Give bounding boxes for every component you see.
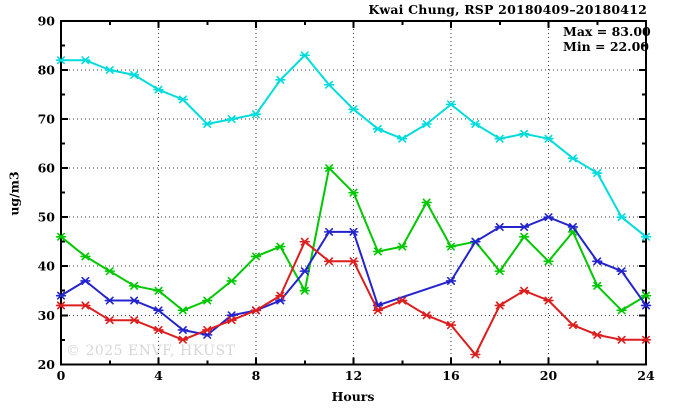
x-tick-label: 24 <box>637 368 655 383</box>
x-tick-label: 0 <box>57 368 66 383</box>
y-tick-label: 40 <box>38 259 56 274</box>
tick-labels: 0 4 8 12 16 20 24 20 30 40 50 60 70 80 90 <box>38 14 655 383</box>
series-red-markers <box>55 237 652 359</box>
series-red <box>55 237 652 359</box>
y-tick-label: 80 <box>38 63 56 78</box>
y-tick-label: 50 <box>38 210 56 225</box>
series-cyan-markers <box>55 51 652 241</box>
series-blue <box>55 213 652 339</box>
x-axis-title: Hours <box>331 389 375 404</box>
x-tick-label: 4 <box>154 368 163 383</box>
chart-title: Kwai Chung, RSP 20180409–20180412 <box>368 2 647 17</box>
y-tick-label: 20 <box>38 357 56 372</box>
grid-lines <box>61 21 646 365</box>
plot-frame <box>60 20 647 366</box>
x-tick-label: 8 <box>252 368 261 383</box>
series-green <box>55 164 652 315</box>
series-blue-markers <box>55 213 652 339</box>
x-tick-label: 20 <box>540 368 558 383</box>
x-tick-label: 16 <box>442 368 460 383</box>
series-cyan <box>55 51 652 241</box>
series-green-markers <box>55 164 652 315</box>
x-tick-label: 12 <box>345 368 362 383</box>
y-tick-label: 70 <box>38 112 56 127</box>
watermark: © 2025 ENVF, HKUST <box>66 343 236 359</box>
y-tick-label: 30 <box>38 308 56 323</box>
y-tick-label: 60 <box>38 161 56 176</box>
max-value-label: Max = 83.00 <box>563 24 651 39</box>
max-min-annotation: Max = 83.00 Min = 22.00 <box>563 24 651 54</box>
y-axis-title: ug/m3 <box>6 171 22 216</box>
min-value-label: Min = 22.00 <box>563 38 649 54</box>
y-tick-label: 90 <box>38 14 56 29</box>
